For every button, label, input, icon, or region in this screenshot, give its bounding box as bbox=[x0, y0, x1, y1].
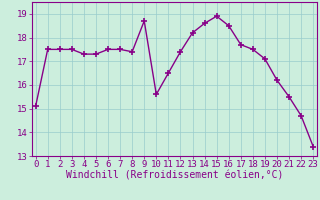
X-axis label: Windchill (Refroidissement éolien,°C): Windchill (Refroidissement éolien,°C) bbox=[66, 171, 283, 181]
